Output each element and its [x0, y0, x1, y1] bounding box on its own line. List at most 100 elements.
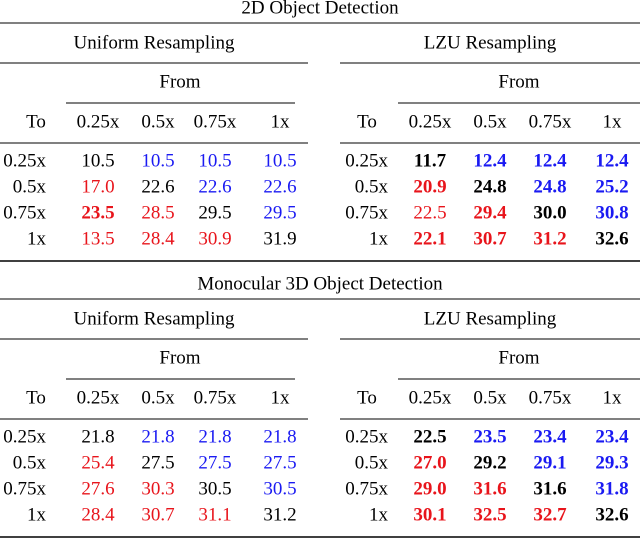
cell-value: 27.6 — [81, 478, 114, 499]
row-label: 0.75x — [3, 478, 46, 499]
row-label: 0.5x — [13, 176, 47, 197]
cell-value: 30.7 — [141, 504, 174, 525]
cell-value: 24.8 — [533, 176, 566, 197]
column-header: 0.5x — [141, 387, 175, 408]
column-header: 0.75x — [529, 111, 572, 132]
cell-value: 27.5 — [141, 452, 174, 473]
cell-value: 31.8 — [595, 478, 628, 499]
cell-value: 17.0 — [81, 176, 114, 197]
row-label: 1x — [27, 228, 47, 249]
section-title: 2D Object Detection — [241, 0, 399, 18]
cell-value: 13.5 — [81, 228, 114, 249]
cell-value: 32.6 — [595, 504, 628, 525]
cell-value: 30.1 — [413, 504, 446, 525]
cell-value: 31.1 — [198, 504, 231, 525]
cell-value: 28.4 — [141, 228, 175, 249]
to-label: To — [357, 387, 377, 408]
cell-value: 28.4 — [81, 504, 115, 525]
column-header: 0.25x — [77, 387, 120, 408]
cell-value: 23.4 — [533, 426, 567, 447]
cell-value: 29.4 — [473, 202, 507, 223]
cell-value: 23.5 — [473, 426, 506, 447]
column-header: 0.25x — [409, 111, 452, 132]
cell-value: 31.9 — [263, 228, 296, 249]
row-label: 0.75x — [345, 202, 388, 223]
cell-value: 23.5 — [81, 202, 114, 223]
cell-value: 29.3 — [595, 452, 628, 473]
cell-value: 29.5 — [263, 202, 296, 223]
column-header: 1x — [603, 111, 623, 132]
cell-value: 24.8 — [473, 176, 506, 197]
cell-value: 25.4 — [81, 452, 115, 473]
table-title: Uniform Resampling — [74, 308, 235, 329]
row-label: 0.75x — [3, 202, 46, 223]
cell-value: 31.6 — [473, 478, 506, 499]
cell-value: 21.8 — [263, 426, 296, 447]
cell-value: 21.8 — [81, 426, 114, 447]
cell-value: 22.5 — [413, 202, 446, 223]
row-label: 0.25x — [3, 426, 46, 447]
cell-value: 29.0 — [413, 478, 446, 499]
column-header: 0.25x — [409, 387, 452, 408]
cell-value: 11.7 — [414, 150, 447, 171]
row-label: 1x — [369, 504, 389, 525]
cell-value: 29.2 — [473, 452, 506, 473]
row-label: 0.25x — [345, 150, 388, 171]
row-label: 0.5x — [13, 452, 47, 473]
section-title: Monocular 3D Object Detection — [197, 273, 443, 294]
to-label: To — [26, 387, 46, 408]
column-header: 1x — [603, 387, 623, 408]
table-title: LZU Resampling — [424, 308, 557, 329]
cell-value: 27.5 — [263, 452, 296, 473]
cell-value: 22.6 — [198, 176, 231, 197]
column-header: 0.5x — [473, 387, 507, 408]
cell-value: 22.5 — [413, 426, 446, 447]
cell-value: 31.6 — [533, 478, 566, 499]
column-header: 0.75x — [529, 387, 572, 408]
cell-value: 10.5 — [141, 150, 174, 171]
cell-value: 30.5 — [263, 478, 296, 499]
from-label: From — [498, 347, 539, 368]
table-title: LZU Resampling — [424, 32, 557, 53]
row-label: 1x — [369, 228, 389, 249]
cell-value: 31.2 — [533, 228, 566, 249]
cell-value: 10.5 — [263, 150, 296, 171]
column-header: 0.75x — [194, 111, 237, 132]
column-header: 0.25x — [77, 111, 120, 132]
column-header: 0.5x — [141, 111, 175, 132]
cell-value: 30.9 — [198, 228, 231, 249]
cell-value: 32.6 — [595, 228, 628, 249]
row-label: 0.25x — [345, 426, 388, 447]
cell-value: 29.1 — [533, 452, 566, 473]
cell-value: 27.0 — [413, 452, 446, 473]
cell-value: 30.3 — [141, 478, 174, 499]
table-title: Uniform Resampling — [74, 32, 235, 53]
cell-value: 10.5 — [81, 150, 114, 171]
cell-value: 22.1 — [413, 228, 446, 249]
column-header: 1x — [271, 111, 291, 132]
row-label: 0.75x — [345, 478, 388, 499]
cell-value: 29.5 — [198, 202, 231, 223]
cell-value: 22.6 — [263, 176, 296, 197]
row-label: 0.25x — [3, 150, 46, 171]
from-label: From — [498, 71, 539, 92]
to-label: To — [357, 111, 377, 132]
cell-value: 25.2 — [595, 176, 628, 197]
column-header: 0.5x — [473, 111, 507, 132]
cell-value: 12.4 — [595, 150, 629, 171]
row-label: 1x — [27, 504, 47, 525]
cell-value: 30.7 — [473, 228, 507, 249]
column-header: 0.75x — [194, 387, 237, 408]
from-label: From — [159, 71, 200, 92]
cell-value: 21.8 — [198, 426, 231, 447]
cell-value: 10.5 — [198, 150, 231, 171]
cell-value: 12.4 — [473, 150, 507, 171]
cell-value: 27.5 — [198, 452, 231, 473]
cell-value: 22.6 — [141, 176, 174, 197]
row-label: 0.5x — [355, 452, 389, 473]
cell-value: 30.8 — [595, 202, 628, 223]
cell-value: 23.4 — [595, 426, 629, 447]
cell-value: 30.5 — [198, 478, 231, 499]
to-label: To — [26, 111, 46, 132]
